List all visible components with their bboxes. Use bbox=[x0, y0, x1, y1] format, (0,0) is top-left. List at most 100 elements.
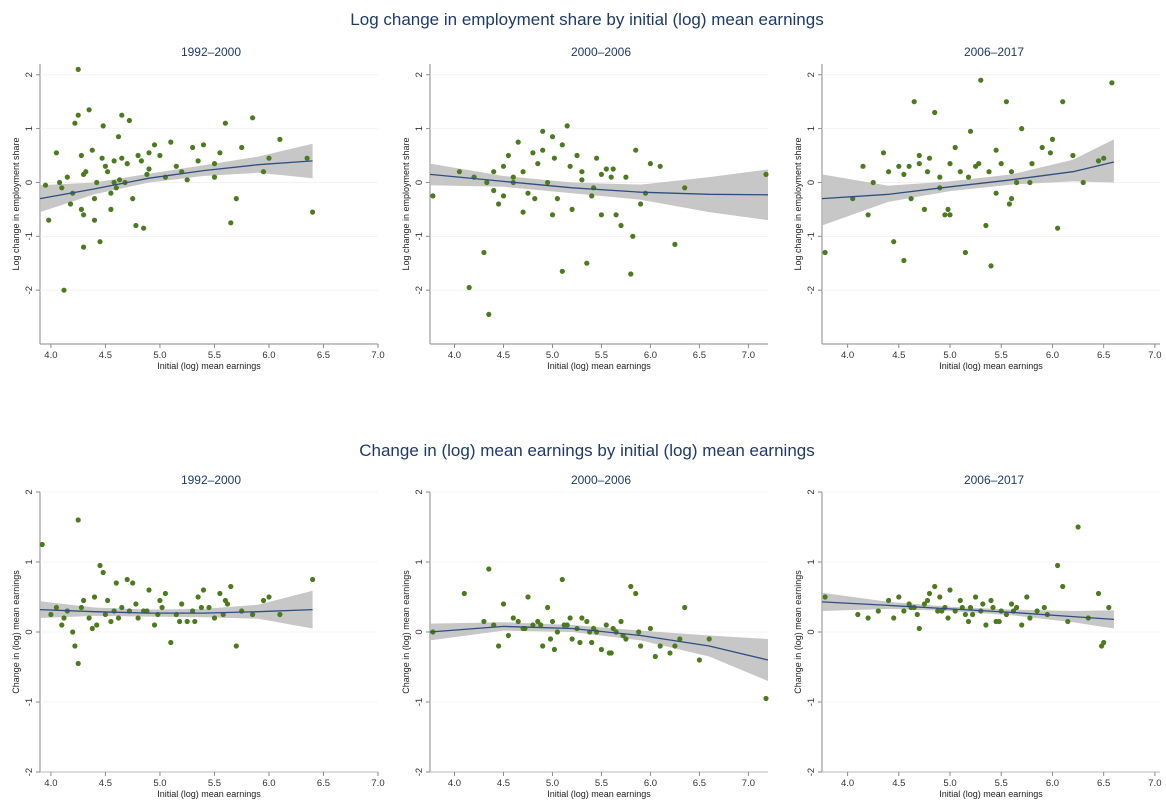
data-point bbox=[144, 608, 150, 614]
data-point bbox=[672, 643, 678, 649]
y-tick-label: 0 bbox=[24, 629, 35, 634]
data-point bbox=[706, 636, 712, 642]
data-point bbox=[980, 601, 986, 607]
data-point bbox=[81, 171, 87, 177]
x-tick-label: 6.5 bbox=[317, 350, 330, 361]
data-point bbox=[228, 583, 234, 590]
data-point bbox=[822, 249, 828, 256]
x-tick-label: 4.0 bbox=[448, 350, 461, 361]
data-point bbox=[642, 190, 649, 196]
data-point bbox=[551, 155, 558, 161]
data-point bbox=[959, 604, 965, 611]
data-point bbox=[146, 587, 152, 593]
y-tick-label: -1 bbox=[24, 698, 35, 706]
data-point bbox=[486, 311, 492, 317]
data-point bbox=[865, 615, 871, 621]
data-point bbox=[1006, 201, 1013, 207]
data-point bbox=[61, 615, 67, 621]
y-tick-label: -2 bbox=[414, 286, 425, 294]
data-point bbox=[577, 639, 583, 646]
data-point bbox=[1109, 80, 1115, 86]
data-point bbox=[135, 615, 141, 621]
data-point bbox=[195, 594, 201, 600]
data-point bbox=[141, 225, 147, 231]
data-point bbox=[211, 174, 218, 180]
x-tick-label: 4.5 bbox=[497, 778, 510, 789]
data-point bbox=[540, 128, 546, 134]
data-point bbox=[983, 622, 989, 628]
data-point bbox=[618, 618, 624, 625]
data-point bbox=[965, 174, 972, 180]
x-tick-label: 6.5 bbox=[1097, 350, 1110, 361]
data-point bbox=[939, 608, 945, 614]
x-tick-label: 4.5 bbox=[99, 778, 112, 789]
data-point bbox=[567, 615, 573, 621]
data-point bbox=[924, 597, 931, 604]
data-point bbox=[598, 171, 605, 177]
data-point bbox=[266, 594, 272, 600]
data-point bbox=[78, 604, 84, 611]
data-point bbox=[133, 222, 139, 229]
data-point bbox=[628, 583, 634, 590]
data-point bbox=[603, 622, 609, 628]
data-point bbox=[559, 268, 565, 274]
data-point bbox=[914, 611, 920, 618]
data-point bbox=[135, 152, 141, 159]
x-tick-label: 5.0 bbox=[153, 350, 166, 361]
y-tick-label: 0 bbox=[806, 629, 817, 634]
data-point bbox=[549, 212, 556, 218]
x-tick-label: 7.0 bbox=[1148, 350, 1161, 361]
data-point bbox=[119, 155, 125, 161]
panel-title: 2006–2017 bbox=[964, 473, 1024, 487]
y-axis-title: Change in (log) mean earnings bbox=[793, 570, 803, 694]
data-point bbox=[610, 625, 616, 632]
data-point bbox=[198, 604, 204, 611]
data-point bbox=[657, 163, 663, 169]
data-point bbox=[211, 615, 218, 621]
data-point bbox=[998, 608, 1004, 614]
y-tick-label: 2 bbox=[806, 489, 817, 494]
data-point bbox=[906, 163, 912, 169]
y-tick-label: 2 bbox=[24, 489, 35, 494]
panel-title: 2000–2006 bbox=[571, 45, 631, 59]
data-point bbox=[891, 615, 897, 621]
data-point bbox=[86, 107, 92, 113]
y-tick-label: -1 bbox=[806, 698, 817, 706]
data-point bbox=[91, 594, 98, 600]
y-tick-label: -2 bbox=[806, 286, 817, 294]
data-point bbox=[157, 152, 163, 159]
data-point bbox=[962, 611, 969, 618]
x-tick-label: 6.5 bbox=[693, 778, 706, 789]
data-point bbox=[195, 158, 201, 164]
data-point bbox=[1065, 618, 1071, 625]
y-axis-title: Log change in employment share bbox=[11, 137, 21, 270]
data-point bbox=[239, 144, 245, 151]
data-point bbox=[130, 580, 136, 586]
data-point bbox=[277, 136, 283, 142]
data-point bbox=[1099, 643, 1105, 649]
x-tick-label: 6.5 bbox=[1097, 778, 1110, 789]
data-point bbox=[456, 169, 462, 175]
data-point bbox=[105, 597, 111, 604]
data-point bbox=[584, 618, 590, 625]
data-point bbox=[855, 611, 861, 618]
data-point bbox=[947, 212, 953, 218]
x-axis-title: Initial (log) mean earnings bbox=[939, 789, 1043, 799]
data-point bbox=[1049, 136, 1056, 142]
data-point bbox=[875, 608, 881, 614]
data-point bbox=[921, 601, 928, 607]
data-point bbox=[1024, 594, 1030, 600]
y-tick-label: 1 bbox=[414, 559, 425, 564]
fit-line bbox=[429, 173, 769, 196]
data-point bbox=[993, 147, 999, 153]
data-point bbox=[623, 636, 629, 642]
data-point bbox=[491, 187, 497, 194]
data-point bbox=[1075, 524, 1081, 530]
x-tick-label: 6.0 bbox=[262, 778, 275, 789]
x-tick-label: 4.0 bbox=[841, 350, 854, 361]
data-point bbox=[1060, 99, 1066, 105]
data-point bbox=[1008, 169, 1015, 175]
data-point bbox=[763, 171, 769, 177]
data-point bbox=[510, 615, 516, 621]
data-point bbox=[535, 618, 541, 625]
